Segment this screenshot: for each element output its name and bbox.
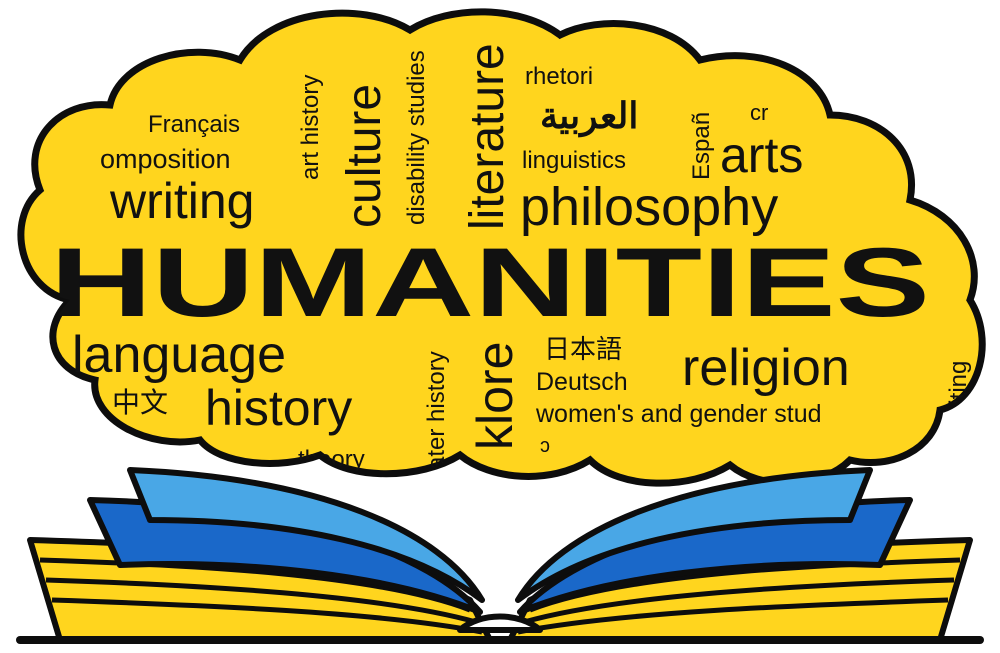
word-culture: culture (338, 84, 391, 228)
word-rhetoric: rhetori (525, 63, 593, 90)
word-composition: omposition (100, 144, 231, 174)
word-fragment: ɔ (540, 435, 550, 457)
word-history: history (205, 380, 352, 436)
word-folklore: klore (467, 342, 523, 450)
word-linguistics: linguistics (522, 147, 626, 174)
word-womens-gender-studies: women's and gender stud (535, 400, 822, 428)
word-cr: cr (750, 100, 768, 125)
word-arts: arts (720, 127, 803, 183)
word-francais: Français (148, 111, 240, 138)
word-art-history-lower: ater history (423, 351, 450, 470)
open-book-icon (16, 467, 984, 644)
word-religion: religion (682, 339, 850, 397)
word-art-history: art history (297, 75, 324, 180)
word-chinese: 中文 (112, 386, 168, 419)
word-literature: literature (461, 43, 514, 230)
word-cloud-words: Français omposition art history culture … (50, 43, 972, 473)
humanities-title: HUMANITIES (50, 227, 930, 337)
word-language: language (72, 326, 286, 384)
word-cloud-shape (17, 8, 986, 487)
word-disability-studies: disability studies (403, 50, 430, 225)
word-espanol: Españ (688, 112, 715, 180)
word-japanese: 日本語 (544, 335, 622, 365)
word-deutsch: Deutsch (536, 368, 628, 396)
word-writing-top: writing (109, 173, 254, 229)
word-philosophy: philosophy (520, 177, 778, 237)
word-arabic: العربية (540, 95, 638, 138)
